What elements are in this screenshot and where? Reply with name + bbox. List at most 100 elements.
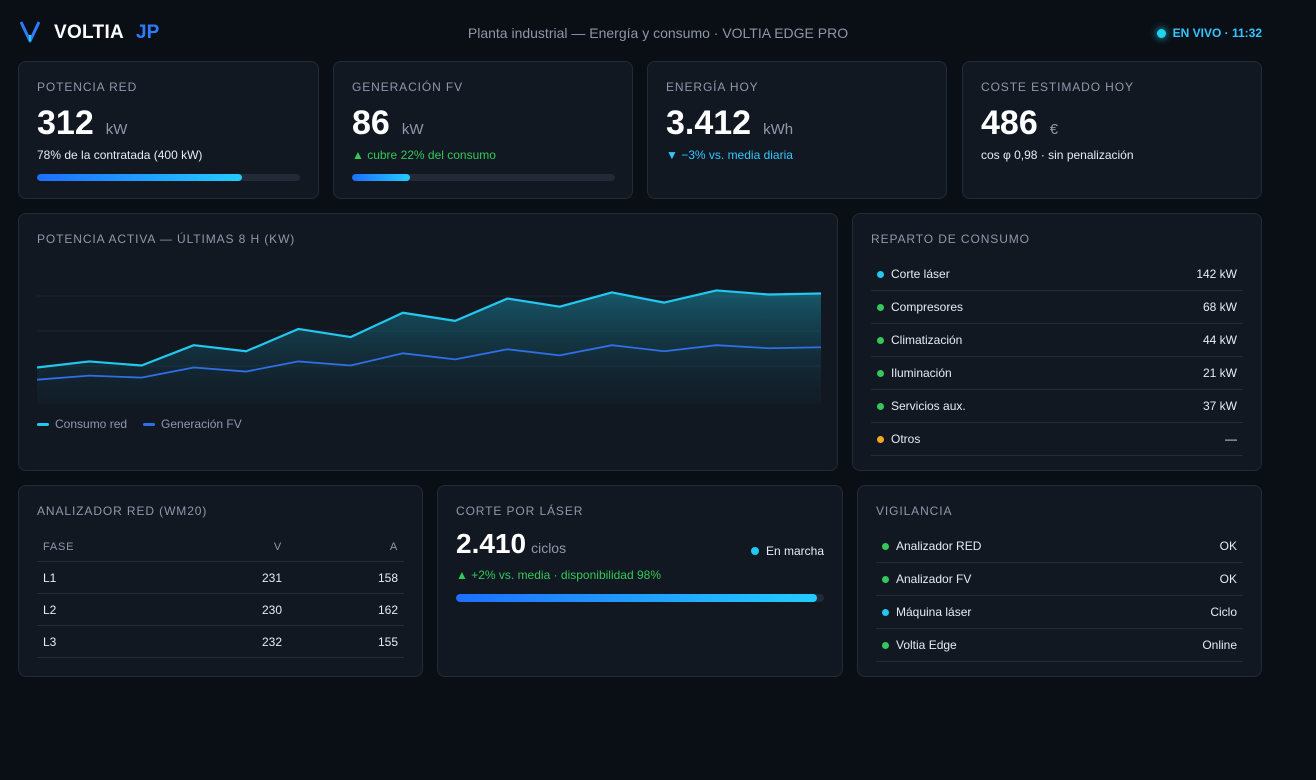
column-header: A — [389, 540, 398, 553]
kpi-card-cost-today: COSTE ESTIMADO HOY 486 € cos φ 0,98 · si… — [962, 61, 1262, 199]
status-dot-icon — [882, 608, 889, 616]
item-value: 44 kW — [1202, 333, 1237, 347]
consumption-list: Corte láser 142 kW Compresores 68 kW Clima… — [871, 258, 1243, 456]
list-item: Corte láser 142 kW — [871, 258, 1243, 291]
kpi-value: 86 — [352, 104, 390, 142]
status-dot-icon — [877, 270, 884, 278]
kpi-unit: kW — [401, 121, 424, 138]
list-item: Otros — — [871, 423, 1243, 456]
item-value: Online — [1202, 638, 1237, 652]
item-label: Corte láser — [891, 267, 950, 281]
legend-swatch — [37, 422, 49, 426]
table-header: FASE V A — [37, 532, 404, 562]
table-cell: 230 — [261, 602, 282, 617]
chart-legend: Consumo red Generación FV — [37, 417, 242, 431]
brand-name: VOLTIA — [54, 22, 125, 43]
status-dot-icon — [882, 641, 889, 649]
item-label: Iluminación — [891, 366, 952, 380]
pv-generation-progress-bar — [352, 174, 615, 181]
kpi-card-energy-today: ENERGÍA HOY 3.412 kWh ▼ −3% vs. media di… — [647, 61, 947, 199]
progress-fill — [352, 174, 410, 181]
legend-item: Consumo red — [37, 417, 127, 431]
item-value: — — [1225, 432, 1237, 446]
legend-label: Consumo red — [55, 417, 128, 431]
monitoring-card: VIGILANCIA Analizador RED OK Analizador F… — [857, 485, 1262, 677]
table-cell: L3 — [43, 634, 57, 649]
progress-fill — [456, 594, 817, 602]
item-label: Climatización — [891, 333, 963, 347]
kpi-subtitle: cos φ 0,98 · sin penalización — [981, 148, 1134, 162]
kpi-title: POTENCIA RED — [37, 80, 138, 94]
series-line-1 — [37, 344, 821, 381]
legend-label: Generación FV — [161, 417, 242, 431]
kpi-title: ENERGÍA HOY — [666, 80, 759, 94]
laser-cycles-value: 2.410 — [456, 528, 527, 559]
table-cell: 155 — [377, 634, 398, 649]
table-row: L2 230 162 — [37, 594, 404, 626]
item-value: OK — [1219, 572, 1237, 586]
analyzer-card: ANALIZADOR RED (WM20) FASE V A L1 231 15… — [18, 485, 423, 677]
kpi-value: 3.412 — [666, 104, 752, 142]
brand-suffix: JP — [136, 22, 160, 43]
series-line-0 — [37, 289, 821, 369]
legend-item: Generación FV — [143, 417, 242, 431]
item-value: 37 kW — [1202, 399, 1237, 413]
table-cell: 158 — [377, 570, 398, 585]
list-item: Compresores 68 kW — [871, 291, 1243, 324]
status-dot-icon — [877, 369, 884, 377]
progress-fill — [37, 174, 243, 181]
item-value: OK — [1219, 539, 1237, 553]
monitoring-list: Analizador RED OK Analizador FV OK Máquina… — [876, 530, 1243, 662]
list-item: Voltia Edge Online — [876, 629, 1243, 662]
kpi-subtitle: ▲ cubre 22% del consumo — [352, 148, 496, 162]
kpi-subtitle: ▼ −3% vs. media diaria — [666, 148, 793, 162]
table-row: L3 232 155 — [37, 626, 404, 658]
live-dot-icon — [1156, 28, 1166, 38]
kpi-title: GENERACIÓN FV — [352, 80, 464, 94]
status-dot-icon — [882, 542, 889, 550]
item-label: Servicios aux. — [891, 399, 966, 413]
status-dot-icon — [882, 575, 889, 583]
kpi-unit: kWh — [763, 121, 794, 138]
status-dot-icon — [877, 336, 884, 344]
table-cell: 232 — [261, 634, 282, 649]
item-label: Voltia Edge — [896, 638, 957, 652]
kpi-subtitle: 78% de la contratada (400 kW) — [37, 148, 203, 162]
column-header: V — [273, 540, 282, 553]
chart-title: POTENCIA ACTIVA — ÚLTIMAS 8 H (KW) — [37, 232, 296, 246]
analyzer-title: ANALIZADOR RED (WM20) — [37, 504, 208, 518]
list-item: Máquina láser Ciclo — [876, 596, 1243, 629]
series-area-consumo-red — [37, 290, 821, 404]
status-dot-icon — [877, 303, 884, 311]
page-title: Planta industrial — Energía y consumo · … — [467, 25, 849, 41]
list-item: Climatización 44 kW — [871, 324, 1243, 357]
kpi-title: COSTE ESTIMADO HOY — [981, 80, 1134, 94]
analyzer-table: FASE V A L1 231 158 L2 230 162 L3 232 15… — [37, 532, 404, 658]
list-item: Analizador RED OK — [876, 530, 1243, 563]
item-label: Analizador FV — [896, 572, 972, 586]
live-label: EN VIVO · 11:32 — [1172, 26, 1262, 40]
item-value: 142 kW — [1196, 267, 1237, 281]
kpi-value: 486 — [981, 104, 1038, 142]
kpi-unit: € — [1049, 121, 1059, 138]
laser-subtitle: ▲ +2% vs. media · disponibilidad 98% — [456, 568, 661, 582]
grid-power-progress-bar — [37, 174, 300, 181]
consumption-card: REPARTO DE CONSUMO Corte láser 142 kW Com… — [852, 213, 1262, 471]
list-item: Servicios aux. 37 kW — [871, 390, 1243, 423]
status-dot-icon — [750, 547, 759, 555]
status-dot-icon — [877, 435, 884, 443]
laser-title: CORTE POR LÁSER — [456, 504, 584, 518]
table-cell: L2 — [43, 602, 57, 617]
list-item: Analizador FV OK — [876, 563, 1243, 596]
consumption-title: REPARTO DE CONSUMO — [871, 232, 1030, 246]
item-label: Compresores — [891, 300, 964, 314]
item-label: Analizador RED — [896, 539, 982, 553]
monitoring-title: VIGILANCIA — [876, 504, 953, 518]
kpi-card-grid-power: POTENCIA RED 312 kW 78% de la contratada… — [18, 61, 319, 199]
item-value: Ciclo — [1210, 605, 1237, 619]
power-chart-card: POTENCIA ACTIVA — ÚLTIMAS 8 H (KW) Consu… — [18, 213, 838, 471]
table-cell: 162 — [377, 602, 398, 617]
table-cell: L1 — [43, 570, 57, 585]
item-value: 21 kW — [1202, 366, 1237, 380]
column-header: FASE — [43, 540, 75, 553]
